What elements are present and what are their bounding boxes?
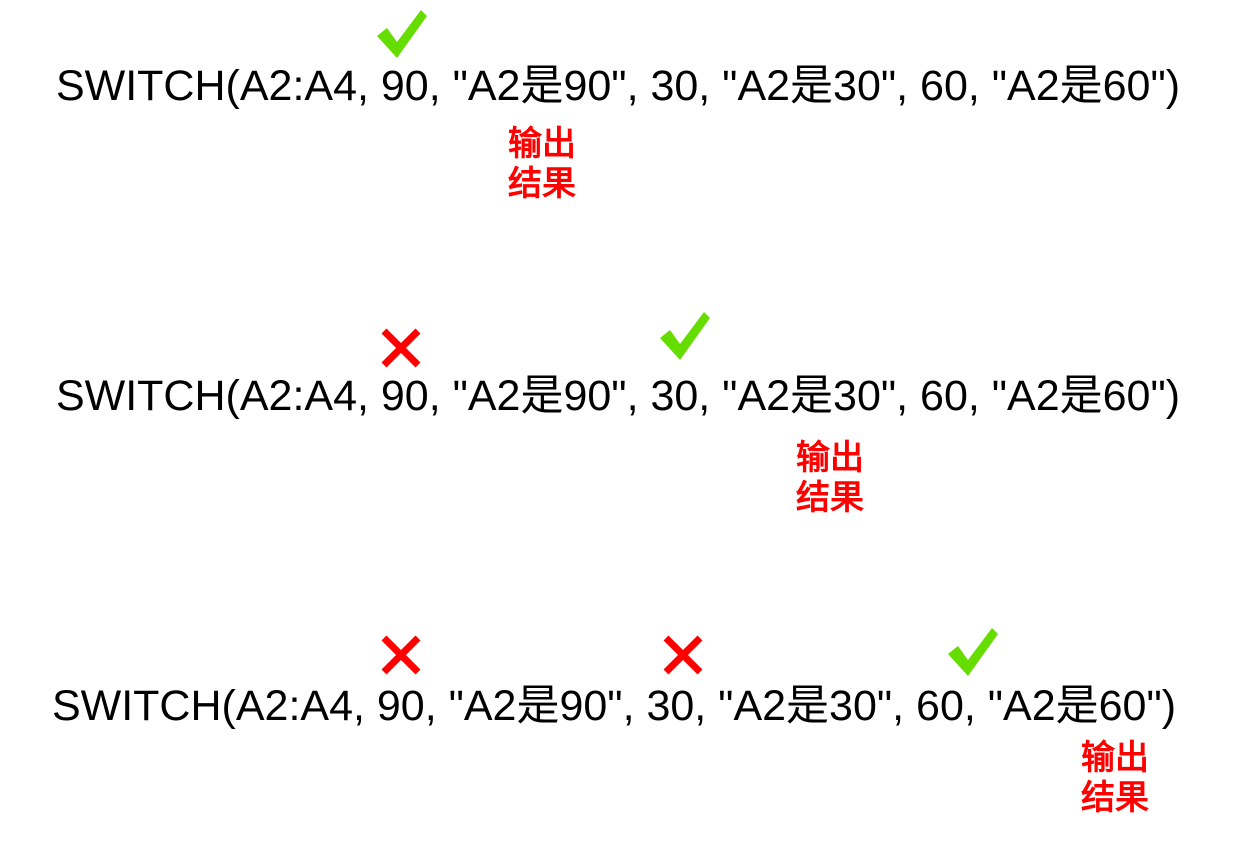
output-label-line-1: 输出 xyxy=(796,438,864,478)
output-result-label-3: 输出 结果 xyxy=(1070,738,1160,818)
checkmark-icon xyxy=(944,624,1000,680)
checkmark-icon xyxy=(656,308,712,364)
cross-icon xyxy=(378,325,424,371)
output-label-line-2: 结果 xyxy=(1081,778,1149,818)
cross-icon xyxy=(378,632,424,678)
cross-icon xyxy=(660,632,706,678)
output-label-line-1: 输出 xyxy=(1081,738,1149,778)
formula-row-2: SWITCH(A2:A4, 90, "A2是90", 30, "A2是30", … xyxy=(55,372,1181,420)
formula-row-1: SWITCH(A2:A4, 90, "A2是90", 30, "A2是30", … xyxy=(55,62,1181,110)
output-label-line-1: 输出 xyxy=(508,124,576,164)
output-label-line-2: 结果 xyxy=(508,164,576,204)
output-result-label-1: 输出 结果 xyxy=(497,124,587,204)
checkmark-icon xyxy=(373,6,429,62)
output-result-label-2: 输出 结果 xyxy=(785,438,875,518)
formula-row-3: SWITCH(A2:A4, 90, "A2是90", 30, "A2是30", … xyxy=(51,682,1177,730)
output-label-line-2: 结果 xyxy=(796,478,864,518)
